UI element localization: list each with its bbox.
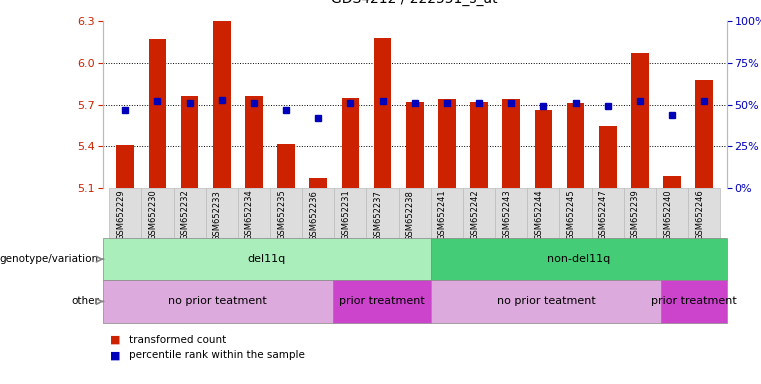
- Text: GSM652243: GSM652243: [502, 190, 511, 240]
- Bar: [463, 188, 495, 238]
- Bar: [599, 126, 616, 188]
- Text: GSM652231: GSM652231: [342, 190, 350, 240]
- Text: non-del11q: non-del11q: [547, 254, 610, 264]
- Bar: [591, 188, 624, 238]
- Bar: [103, 238, 431, 280]
- Bar: [109, 188, 142, 238]
- Text: GSM652239: GSM652239: [631, 190, 640, 240]
- Bar: [431, 188, 463, 238]
- Bar: [495, 188, 527, 238]
- Bar: [431, 238, 727, 280]
- Bar: [656, 188, 688, 238]
- Bar: [310, 179, 327, 188]
- Bar: [438, 99, 456, 188]
- Bar: [342, 98, 359, 188]
- Bar: [270, 188, 302, 238]
- Bar: [245, 96, 263, 188]
- Bar: [374, 38, 391, 188]
- Bar: [406, 102, 424, 188]
- Text: GSM652230: GSM652230: [148, 190, 158, 240]
- Bar: [661, 280, 727, 323]
- Bar: [277, 144, 295, 188]
- Bar: [470, 102, 488, 188]
- Text: GSM652236: GSM652236: [309, 190, 318, 240]
- Text: no prior teatment: no prior teatment: [168, 296, 267, 306]
- Bar: [148, 39, 166, 188]
- Text: GSM652233: GSM652233: [213, 190, 221, 240]
- Bar: [534, 110, 552, 188]
- Bar: [696, 79, 713, 188]
- Text: prior treatment: prior treatment: [651, 296, 737, 306]
- Bar: [213, 21, 231, 188]
- Bar: [631, 53, 648, 188]
- Text: percentile rank within the sample: percentile rank within the sample: [129, 350, 305, 360]
- Text: GSM652234: GSM652234: [245, 190, 254, 240]
- Bar: [688, 188, 721, 238]
- Bar: [174, 188, 205, 238]
- Text: GSM652240: GSM652240: [663, 190, 672, 240]
- Text: GSM652229: GSM652229: [116, 190, 126, 240]
- Text: GSM652244: GSM652244: [534, 190, 543, 240]
- Bar: [502, 99, 520, 188]
- Text: GSM652246: GSM652246: [696, 190, 704, 240]
- Text: GSM652238: GSM652238: [406, 190, 415, 240]
- Bar: [399, 188, 431, 238]
- Text: GSM652247: GSM652247: [599, 190, 608, 240]
- Text: genotype/variation: genotype/variation: [0, 254, 99, 264]
- Text: GSM652235: GSM652235: [277, 190, 286, 240]
- Text: other: other: [71, 296, 99, 306]
- Text: GSM652242: GSM652242: [470, 190, 479, 240]
- Text: GSM652245: GSM652245: [567, 190, 575, 240]
- Text: ■: ■: [110, 350, 121, 360]
- Bar: [333, 280, 431, 323]
- Bar: [334, 188, 367, 238]
- Text: GDS4212 / 222551_s_at: GDS4212 / 222551_s_at: [332, 0, 498, 6]
- Bar: [181, 96, 199, 188]
- Bar: [664, 175, 681, 188]
- Text: no prior teatment: no prior teatment: [497, 296, 596, 306]
- Text: ■: ■: [110, 335, 121, 345]
- Text: GSM652232: GSM652232: [180, 190, 189, 240]
- Bar: [527, 188, 559, 238]
- Bar: [302, 188, 334, 238]
- Text: GSM652237: GSM652237: [374, 190, 383, 240]
- Text: transformed count: transformed count: [129, 335, 227, 345]
- Text: prior treatment: prior treatment: [339, 296, 425, 306]
- Bar: [567, 103, 584, 188]
- Text: del11q: del11q: [248, 254, 286, 264]
- Bar: [559, 188, 591, 238]
- Bar: [103, 280, 333, 323]
- Bar: [238, 188, 270, 238]
- Text: GSM652241: GSM652241: [438, 190, 447, 240]
- Bar: [431, 280, 661, 323]
- Bar: [367, 188, 399, 238]
- Bar: [624, 188, 656, 238]
- Bar: [142, 188, 174, 238]
- Bar: [116, 145, 134, 188]
- Bar: [205, 188, 238, 238]
